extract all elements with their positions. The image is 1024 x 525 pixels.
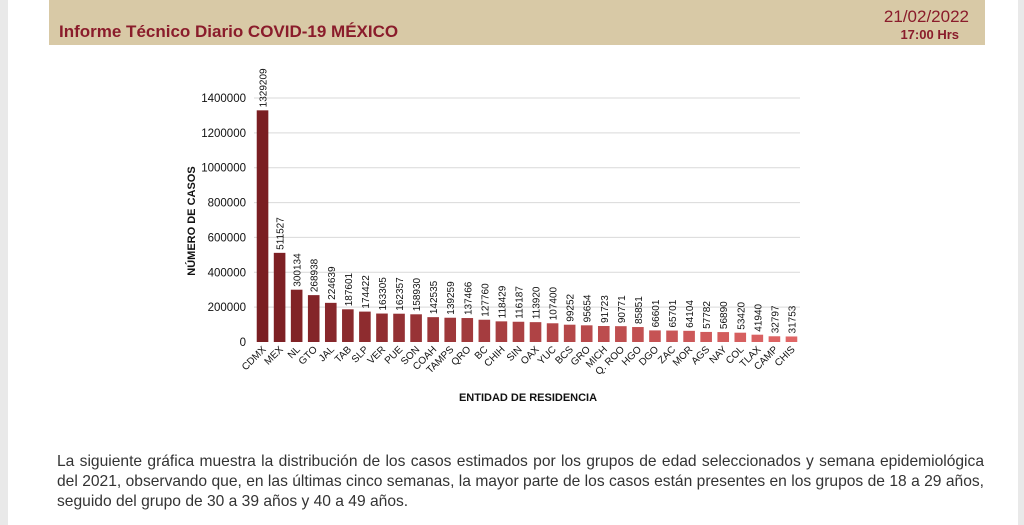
- y-tick-label: 1400000: [201, 93, 246, 105]
- x-axis-title: ENTIDAD DE RESIDENCIA: [459, 392, 597, 404]
- bar-bcs: [563, 324, 576, 342]
- bar-value-label: 511527: [276, 217, 287, 250]
- bar-value-label: 90771: [617, 295, 628, 323]
- bar-value-label: 57782: [702, 301, 713, 329]
- bar-value-label: 32797: [770, 305, 781, 333]
- report-header: Informe Técnico Diario COVID-19 MÉXICO 2…: [49, 0, 985, 45]
- bar-zac: [666, 330, 678, 342]
- bar-ver: [376, 313, 388, 342]
- right-margin: [1018, 0, 1024, 525]
- y-tick-label: 200000: [208, 302, 246, 314]
- x-tick-label: CHIS: [773, 344, 798, 369]
- y-axis-title: NÚMERO DE CASOS: [185, 166, 198, 275]
- y-tick-label: 600000: [208, 232, 246, 244]
- bar-value-labels: 1329209 511527 300134 268938 224639 187601 174…: [259, 68, 799, 333]
- bar-value-label: 224639: [327, 266, 338, 300]
- bar-gto: [307, 295, 320, 342]
- x-tick-label: VER: [366, 344, 388, 366]
- bar-value-label: 268938: [310, 258, 321, 292]
- bar-q-roo: [615, 326, 627, 342]
- bar-mor: [683, 330, 695, 342]
- report-date: 21/02/2022: [883, 7, 969, 26]
- bar-value-label: 187601: [344, 272, 355, 306]
- report-time: 17:00 Hrs: [900, 27, 959, 42]
- bar-value-label: 118429: [497, 285, 508, 318]
- bar-value-label: 113920: [532, 286, 543, 319]
- bar-oax: [529, 322, 542, 342]
- bar-chih: [495, 321, 508, 342]
- bar-value-label: 95654: [583, 294, 594, 322]
- bar-qro: [461, 318, 474, 342]
- bar-camp: [768, 336, 781, 342]
- bar-tlax: [751, 334, 764, 342]
- bar-value-label: 163305: [378, 277, 389, 311]
- bar-value-label: 66601: [651, 299, 662, 327]
- y-tick-label: 800000: [208, 198, 246, 210]
- description-paragraph: La siguiente gráfica muestra la distribu…: [57, 453, 984, 510]
- bar-chis: [785, 336, 798, 342]
- bar-mich: [597, 326, 610, 342]
- x-tick-label: QRO: [450, 344, 474, 368]
- bar-value-label: 107400: [549, 286, 560, 320]
- left-margin: [0, 0, 8, 525]
- bar-yuc: [546, 323, 559, 342]
- bar-mex: [273, 252, 286, 342]
- bar-value-label: 64104: [685, 300, 696, 328]
- report-title: Informe Técnico Diario COVID-19 MÉXICO: [59, 22, 399, 41]
- bar-value-label: 65701: [668, 299, 679, 327]
- bar-nay: [717, 332, 730, 342]
- bar-hgo: [632, 327, 644, 342]
- bar-coah: [427, 317, 439, 342]
- bar-value-label: 158930: [412, 277, 423, 311]
- bar-value-label: 99252: [566, 293, 577, 321]
- bar-value-label: 127760: [480, 283, 491, 317]
- bar-value-label: 31753: [787, 305, 798, 333]
- bar-value-label: 41940: [753, 303, 764, 331]
- bar-pue: [393, 313, 405, 342]
- bar-value-label: 53420: [736, 301, 747, 329]
- bar-gro: [580, 325, 593, 342]
- bar-value-label: 142535: [429, 280, 440, 314]
- bar-dgo: [649, 330, 661, 342]
- y-axis-ticks: 0 200000 400000 600000 800000 1000000 1200000 1…: [201, 93, 246, 349]
- bar-value-label: 56890: [719, 301, 730, 329]
- bar-col: [734, 332, 747, 342]
- cases-by-state-bar-chart: 0 200000 400000 600000 800000 1000000 1200000 1…: [185, 68, 800, 404]
- chart-bars: [256, 110, 798, 342]
- bar-value-label: 116187: [514, 286, 525, 319]
- bar-slp: [359, 311, 371, 342]
- bar-value-label: 137466: [463, 281, 474, 315]
- bar-son: [410, 314, 422, 342]
- bar-ags: [700, 331, 712, 342]
- bar-value-label: 91723: [600, 295, 611, 323]
- bar-value-label: 139259: [446, 281, 457, 315]
- bar-tamps: [444, 317, 457, 342]
- y-tick-label: 400000: [208, 267, 246, 279]
- bar-cdmx: [256, 110, 269, 342]
- bar-value-label: 174422: [361, 275, 372, 309]
- chart-gridlines: [254, 97, 800, 308]
- x-tick-label: JAL: [317, 344, 337, 364]
- bar-bc: [478, 319, 491, 342]
- bar-value-label: 162357: [395, 277, 406, 311]
- y-tick-label: 1000000: [201, 163, 246, 175]
- bar-sin: [512, 321, 525, 342]
- bar-value-label: 300134: [293, 253, 304, 287]
- x-tick-label: NAY: [708, 344, 730, 366]
- bar-jal: [324, 302, 337, 342]
- bar-value-label: 85851: [634, 296, 645, 324]
- bar-value-label: 1329209: [259, 68, 270, 107]
- y-tick-label: 1200000: [201, 128, 246, 140]
- bar-tab: [342, 309, 354, 342]
- x-tick-label: MEX: [263, 344, 286, 367]
- y-tick-label: 0: [240, 337, 246, 349]
- x-tick-label: TAB: [333, 344, 354, 365]
- bar-nl: [290, 289, 303, 342]
